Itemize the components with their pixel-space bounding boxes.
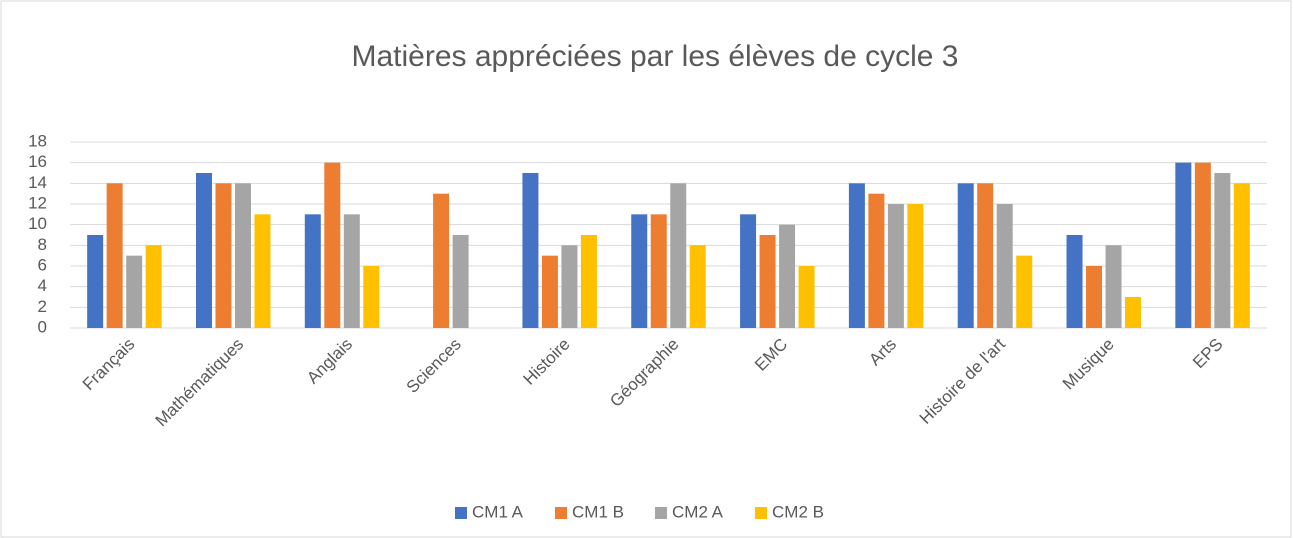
bar (324, 162, 341, 328)
bar (977, 183, 994, 328)
bar (234, 183, 251, 328)
bar (195, 173, 212, 328)
y-tick-label: 14 (28, 173, 47, 192)
y-tick-label: 8 (38, 235, 47, 254)
bar (580, 235, 597, 328)
legend-label: CM2 B (772, 502, 824, 521)
legend-swatch (755, 507, 767, 519)
bar (1214, 173, 1231, 328)
chart-title: Matières appréciées par les élèves de cy… (352, 40, 959, 73)
y-tick-label: 6 (38, 255, 47, 274)
legend-label: CM2 A (672, 502, 724, 521)
legend-swatch (655, 507, 667, 519)
bar (957, 183, 974, 328)
bar (848, 183, 865, 328)
bar (541, 255, 558, 328)
bar (868, 193, 885, 328)
bar (1016, 255, 1033, 328)
bar (126, 255, 143, 328)
bar (759, 235, 776, 328)
bar (887, 204, 904, 328)
legend-swatch (555, 507, 567, 519)
y-tick-label: 4 (38, 276, 47, 295)
bar (452, 235, 469, 328)
bar (215, 183, 232, 328)
bar (798, 266, 815, 328)
bar (561, 245, 578, 328)
bar (670, 183, 687, 328)
y-tick-label: 16 (28, 152, 47, 171)
bar (1233, 183, 1250, 328)
bar (996, 204, 1013, 328)
bar (1175, 162, 1192, 328)
bar (433, 193, 450, 328)
legend-label: CM1 A (472, 502, 524, 521)
y-tick-label: 12 (28, 193, 47, 212)
bar (689, 245, 706, 328)
bar (779, 224, 796, 328)
y-tick-label: 10 (28, 214, 47, 233)
bar (87, 235, 104, 328)
legend-label: CM1 B (572, 502, 624, 521)
bar (304, 214, 321, 328)
bar (343, 214, 360, 328)
bar (631, 214, 648, 328)
legend-swatch (455, 507, 467, 519)
bar (106, 183, 123, 328)
y-tick-label: 0 (38, 317, 47, 336)
bar (1066, 235, 1083, 328)
bar (650, 214, 667, 328)
bar (1086, 266, 1103, 328)
y-tick-label: 18 (28, 131, 47, 150)
bar (1125, 297, 1142, 328)
bar (145, 245, 162, 328)
bar (740, 214, 757, 328)
bar (1194, 162, 1211, 328)
bar (522, 173, 539, 328)
bar (1105, 245, 1122, 328)
bar (907, 204, 924, 328)
bar (363, 266, 380, 328)
bar (254, 214, 271, 328)
y-tick-label: 2 (38, 297, 47, 316)
